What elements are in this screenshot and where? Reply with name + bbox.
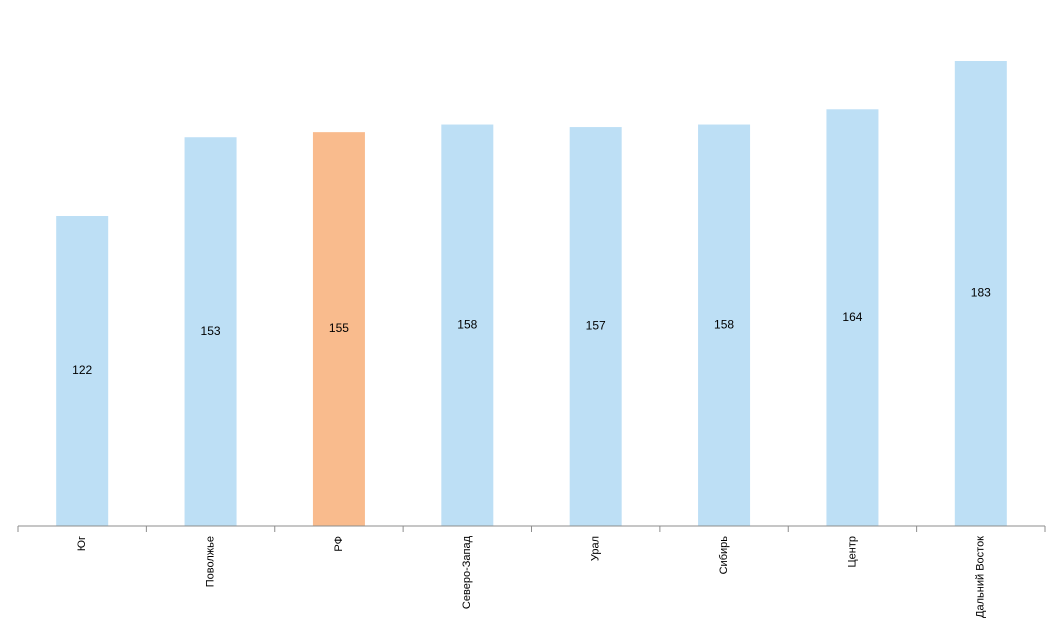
value-label: 158 xyxy=(457,317,477,331)
value-label: 158 xyxy=(714,317,734,331)
bar xyxy=(441,124,494,526)
x-tick-label: Северо-Запад xyxy=(461,535,473,609)
bar xyxy=(184,137,237,527)
x-tick-label: Центр xyxy=(846,536,858,568)
x-tick-label: РФ xyxy=(333,536,345,552)
value-label: 155 xyxy=(329,321,349,335)
bar xyxy=(56,216,109,526)
x-tick-label: Сибирь xyxy=(718,536,730,575)
value-label: 153 xyxy=(201,324,221,338)
bar xyxy=(826,109,879,526)
bar xyxy=(569,127,622,526)
value-label: 164 xyxy=(842,310,862,324)
bar xyxy=(312,132,365,527)
bar xyxy=(698,124,751,526)
x-tick-label: Дальний Восток xyxy=(975,536,987,618)
x-tick-label: Поволжье xyxy=(204,536,216,587)
value-label: 183 xyxy=(971,286,991,300)
value-label: 157 xyxy=(586,319,606,333)
x-tick-label: Урал xyxy=(590,536,602,561)
value-label: 122 xyxy=(72,363,92,377)
bar xyxy=(954,61,1007,526)
x-tick-label: Юг xyxy=(76,536,88,551)
